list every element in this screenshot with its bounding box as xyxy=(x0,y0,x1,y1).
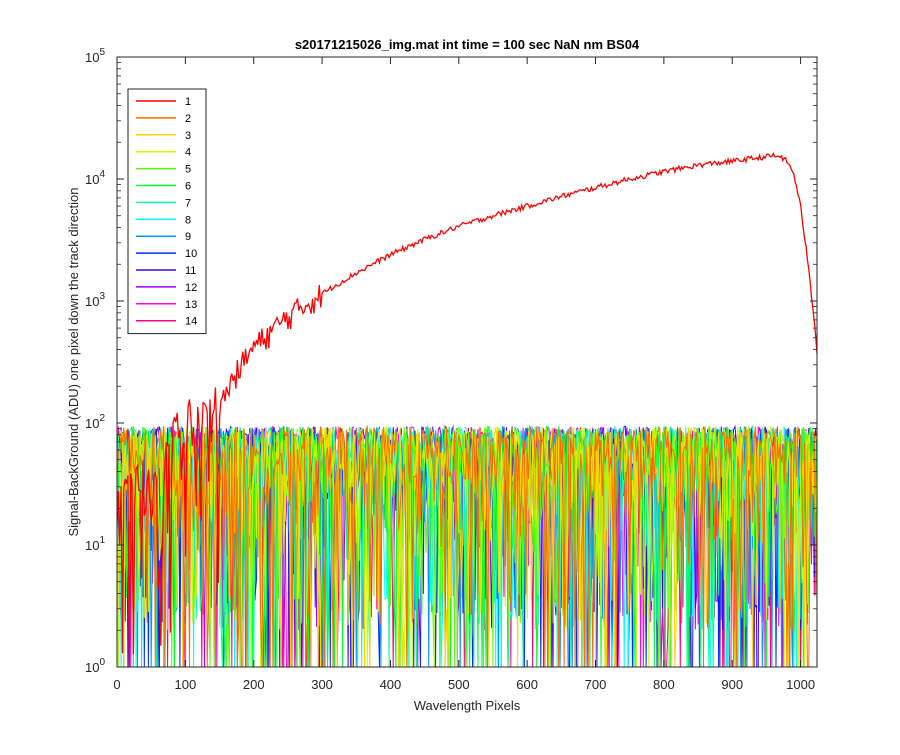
x-tick-label: 500 xyxy=(448,677,470,692)
legend-label-12: 12 xyxy=(185,282,197,294)
series-line-1 xyxy=(117,152,817,667)
x-axis-label: Wavelength Pixels xyxy=(414,698,521,713)
x-tick-label: 600 xyxy=(516,677,538,692)
y-tick-label: 101 xyxy=(85,535,105,553)
x-tick-label: 900 xyxy=(721,677,743,692)
x-tick-label: 400 xyxy=(380,677,402,692)
legend-label-5: 5 xyxy=(185,164,191,176)
legend-box xyxy=(127,88,207,335)
y-tick-label: 104 xyxy=(85,169,105,187)
y-tick-label: 105 xyxy=(85,47,105,65)
x-tick-label: 200 xyxy=(243,677,265,692)
chart-title: s20171215026_img.mat int time = 100 sec … xyxy=(295,37,640,52)
y-tick-label: 102 xyxy=(85,413,105,431)
y-tick-label: 103 xyxy=(85,291,105,309)
x-tick-label: 100 xyxy=(175,677,197,692)
legend-label-4: 4 xyxy=(185,147,191,159)
legend-label-14: 14 xyxy=(185,316,197,328)
y-tick-label: 100 xyxy=(85,657,105,675)
legend-label-11: 11 xyxy=(185,265,196,277)
legend-label-9: 9 xyxy=(185,231,191,243)
legend-label-3: 3 xyxy=(185,130,191,142)
x-tick-label: 1000 xyxy=(786,677,815,692)
legend-label-13: 13 xyxy=(185,299,197,311)
legend-label-7: 7 xyxy=(185,197,191,209)
x-tick-label: 0 xyxy=(113,677,120,692)
series-line-3 xyxy=(117,426,817,667)
y-axis-label: Signal-BackGround (ADU) one pixel down t… xyxy=(66,187,81,536)
x-tick-label: 700 xyxy=(585,677,607,692)
series-line-2 xyxy=(117,426,817,667)
legend-label-1: 1 xyxy=(185,96,191,108)
legend-label-10: 10 xyxy=(185,248,197,260)
axis-ticks: 0 100 200 300 400 500 600 700 800 900 100010010110… xyxy=(85,47,817,692)
x-tick-label: 300 xyxy=(311,677,333,692)
x-tick-label: 800 xyxy=(653,677,675,692)
legend-label-6: 6 xyxy=(185,181,191,193)
axes-box xyxy=(116,56,818,668)
plot-data-area xyxy=(117,152,817,667)
legend-label-2: 2 xyxy=(185,113,191,125)
legend-label-8: 8 xyxy=(185,214,191,226)
